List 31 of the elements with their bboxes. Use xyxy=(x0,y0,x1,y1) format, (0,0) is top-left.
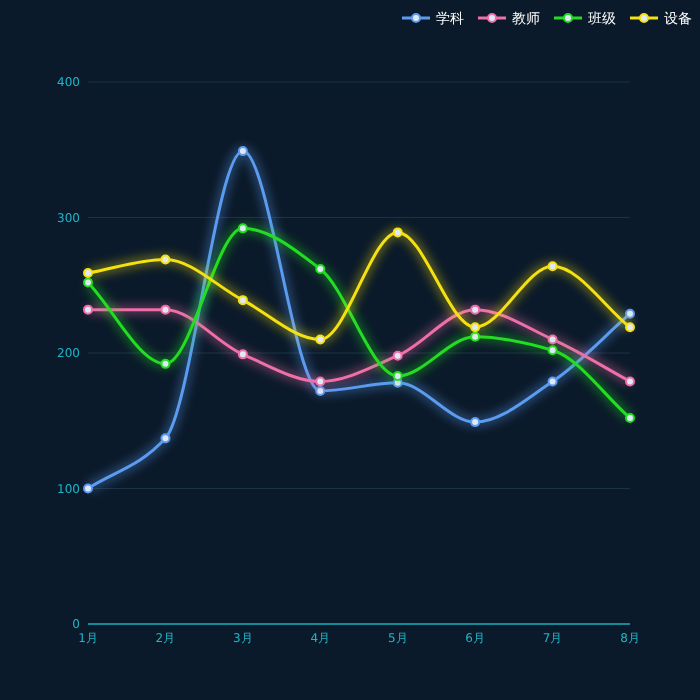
point xyxy=(470,304,481,315)
point xyxy=(470,417,481,428)
point xyxy=(237,295,248,306)
point xyxy=(83,483,93,494)
point xyxy=(625,322,635,333)
point xyxy=(625,308,635,319)
point xyxy=(625,376,635,387)
point xyxy=(470,322,481,333)
point xyxy=(237,146,248,157)
point xyxy=(160,254,171,265)
point xyxy=(315,385,326,396)
point xyxy=(315,376,326,387)
point xyxy=(160,304,171,315)
point xyxy=(392,350,403,361)
point xyxy=(315,334,326,345)
point xyxy=(547,334,558,345)
point xyxy=(83,304,93,315)
point xyxy=(392,371,403,382)
point xyxy=(83,277,93,288)
point xyxy=(547,261,558,272)
point xyxy=(470,331,481,342)
point xyxy=(547,376,558,387)
point xyxy=(547,345,558,356)
point xyxy=(315,263,326,274)
point xyxy=(237,349,248,360)
point xyxy=(160,358,171,369)
point xyxy=(83,268,93,279)
point xyxy=(237,223,248,234)
point xyxy=(392,227,403,238)
point xyxy=(160,433,171,444)
point xyxy=(625,413,635,424)
